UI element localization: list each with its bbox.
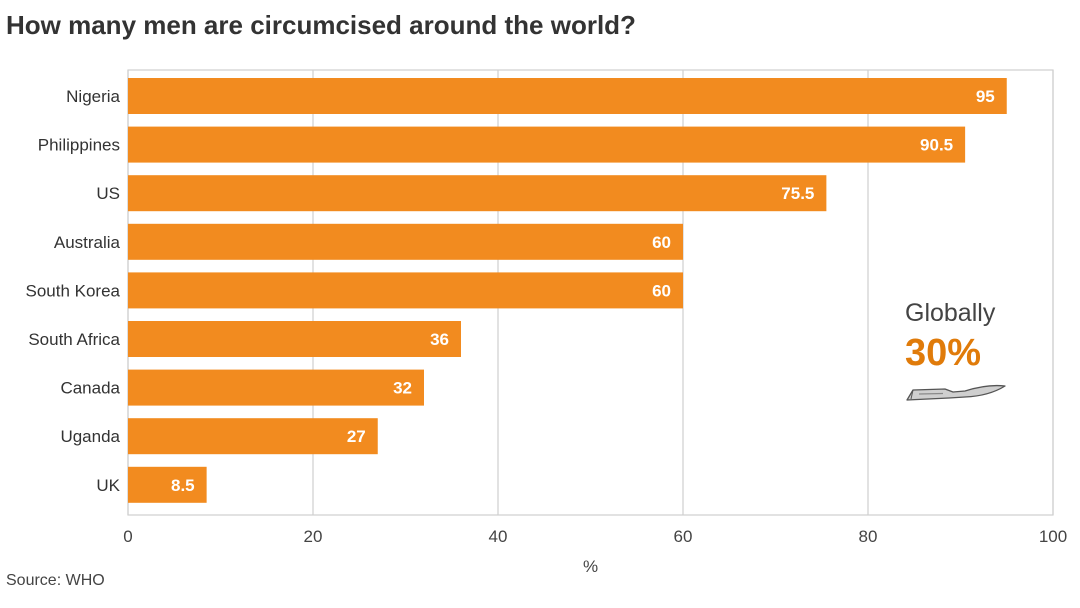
bar-value-label: 60 <box>652 281 671 300</box>
bar <box>128 126 966 163</box>
category-label: Philippines <box>38 136 120 155</box>
x-tick-label: 80 <box>859 527 878 546</box>
x-tick-label: 20 <box>304 527 323 546</box>
x-tick-label: 40 <box>489 527 508 546</box>
x-tick-label: 0 <box>123 527 132 546</box>
category-label: Canada <box>60 379 120 398</box>
axis-layer: 0 20 40 60 80 100% <box>123 527 1067 576</box>
category-label: South Korea <box>25 281 120 300</box>
source-note: Source: WHO <box>6 572 105 589</box>
bar-value-label: 27 <box>347 427 366 446</box>
x-tick-label: 100 <box>1039 527 1067 546</box>
global-annotation: Globally 30% <box>905 298 1025 404</box>
category-label: South Africa <box>28 330 120 349</box>
bar <box>128 272 683 309</box>
bar <box>128 418 378 455</box>
bar-value-label: 60 <box>652 233 671 252</box>
scalpel-icon <box>906 384 1006 401</box>
bar <box>128 223 683 260</box>
bar-value-label: 75.5 <box>781 184 814 203</box>
x-tick-label: 60 <box>674 527 693 546</box>
category-label: Nigeria <box>66 87 120 106</box>
x-axis-label: % <box>583 557 598 576</box>
bar-value-label: 90.5 <box>920 136 953 155</box>
chart-title: How many men are circumcised around the … <box>6 10 636 40</box>
bar <box>128 369 424 406</box>
bar <box>128 175 827 212</box>
global-annotation-label: Globally <box>905 299 996 327</box>
bar-value-label: 36 <box>430 330 449 349</box>
bars-layer <box>128 78 1007 503</box>
category-label: Australia <box>54 233 121 252</box>
category-label: Uganda <box>60 427 120 446</box>
bar-value-label: 95 <box>976 87 995 106</box>
bar <box>128 78 1007 114</box>
bar-value-label: 32 <box>393 379 412 398</box>
labels-layer: Nigeria 95 Philippines 90.5 US 75.5 Australia 6… <box>25 87 994 495</box>
global-annotation-value: 30% <box>905 332 982 374</box>
bar <box>128 466 207 503</box>
category-label: UK <box>96 476 120 495</box>
bar <box>128 321 461 357</box>
category-label: US <box>96 184 120 203</box>
bar-value-label: 8.5 <box>171 476 195 495</box>
